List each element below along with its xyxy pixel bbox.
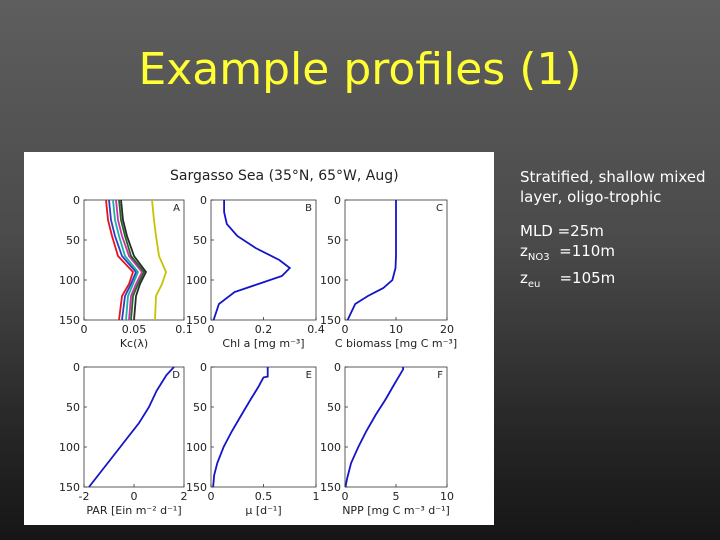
- panel-letter-A: A: [173, 203, 180, 214]
- ytick-label-A-50: 50: [66, 234, 80, 247]
- xtick-label-B-1: 0.2: [255, 323, 273, 336]
- series-line-A-6: [120, 199, 148, 321]
- ytick-label-E-100: 100: [186, 441, 207, 454]
- xtick-label-E-0: 0: [208, 490, 215, 503]
- axes-box-F: [344, 366, 448, 488]
- xtick-label-C-1: 10: [389, 323, 403, 336]
- series-line-B-1: [212, 200, 292, 321]
- xtick-label-C-2: 20: [440, 323, 454, 336]
- ytick-label-D-100: 100: [59, 441, 80, 454]
- slide-title: Example profiles (1): [138, 44, 582, 95]
- xtick-label-C-0: 0: [342, 323, 349, 336]
- panel-letter-F: F: [437, 370, 443, 381]
- series-line-A-1: [105, 199, 135, 321]
- ytick-label-D-0: 0: [73, 361, 80, 374]
- axes-box-D: [83, 366, 185, 488]
- ytick-label-E-150: 150: [186, 481, 207, 494]
- xtick-label-B-0: 0: [208, 323, 215, 336]
- ytick-label-E-50: 50: [193, 401, 207, 414]
- xaxis-label-A: Kc(λ): [120, 337, 148, 350]
- xtick-label-F-2: 10: [440, 490, 454, 503]
- xtick-label-D-1: 0: [131, 490, 138, 503]
- ytick-label-F-0: 0: [334, 361, 341, 374]
- ytick-label-B-150: 150: [186, 314, 207, 327]
- series-line-A-3: [112, 199, 140, 321]
- ytick-label-B-50: 50: [193, 234, 207, 247]
- panel-letter-B: B: [305, 203, 312, 214]
- ytick-label-B-100: 100: [186, 274, 207, 287]
- xaxis-label-F: NPP [mg C m⁻³ d⁻¹]: [342, 504, 450, 517]
- z-eu-line: zeu =105m: [520, 268, 710, 295]
- z-no3-subscript: NO3: [527, 252, 550, 263]
- xaxis-label-E: μ [d⁻¹]: [245, 504, 281, 517]
- ytick-label-D-50: 50: [66, 401, 80, 414]
- panel-letter-D: D: [172, 370, 180, 381]
- panel-D: 0 50 100 150-2 0 2 D PAR [Ein m⁻² d⁻¹]: [59, 361, 188, 517]
- xtick-label-D-0: -2: [79, 490, 90, 503]
- series-line-E-1: [212, 367, 269, 488]
- axes-box-E: [210, 366, 317, 488]
- series-line-A-2: [108, 199, 138, 321]
- xtick-label-E-1: 0.5: [255, 490, 273, 503]
- ytick-label-F-100: 100: [320, 441, 341, 454]
- series-line-C-1: [346, 200, 397, 321]
- ytick-label-A-150: 150: [59, 314, 80, 327]
- xtick-label-A-1: 0.05: [122, 323, 147, 336]
- mld-value: MLD =25m: [520, 222, 604, 240]
- series-line-A-5: [118, 199, 146, 321]
- panel-letter-C: C: [436, 203, 443, 214]
- panel-letter-E: E: [306, 370, 312, 381]
- figure-caption: Sargasso Sea (35°N, 65°W, Aug): [170, 168, 399, 184]
- profiles-figure: Sargasso Sea (35°N, 65°W, Aug) 0 50 100 150…: [24, 152, 494, 525]
- z-eu-value: =105m: [559, 269, 616, 287]
- ytick-label-C-150: 150: [320, 314, 341, 327]
- z-no3-value: =110m: [559, 242, 615, 260]
- ytick-label-F-50: 50: [327, 401, 341, 414]
- ytick-label-E-0: 0: [200, 361, 207, 374]
- ytick-label-F-150: 150: [320, 481, 341, 494]
- xtick-label-D-2: 2: [181, 490, 188, 503]
- profile-description: Stratified, shallow mixed layer, oligo-t…: [520, 168, 706, 206]
- xtick-label-F-1: 5: [393, 490, 400, 503]
- xtick-label-E-2: 1: [313, 490, 320, 503]
- series-line-A-4: [115, 199, 144, 321]
- axes-box-B: [210, 199, 317, 321]
- ytick-label-C-100: 100: [320, 274, 341, 287]
- series-line-A-7: [151, 199, 167, 321]
- notes-panel: Stratified, shallow mixed layer, oligo-t…: [520, 167, 710, 295]
- z-no3-symbol: z: [520, 242, 528, 260]
- profiles-chart: Sargasso Sea (35°N, 65°W, Aug) 050100150…: [59, 168, 457, 517]
- z-no3-line: zNO3 =110m: [520, 241, 710, 268]
- xaxis-label-B: Chl a [mg m⁻³]: [222, 337, 304, 350]
- ytick-label-C-0: 0: [334, 194, 341, 207]
- z-eu-symbol: z: [520, 269, 528, 287]
- ytick-label-C-50: 50: [327, 234, 341, 247]
- xtick-label-A-2: 0.1: [175, 323, 193, 336]
- ytick-label-D-150: 150: [59, 481, 80, 494]
- xaxis-label-C: C biomass [mg C m⁻³]: [335, 337, 457, 350]
- xaxis-label-D: PAR [Ein m⁻² d⁻¹]: [86, 504, 181, 517]
- xtick-label-B-2: 0.4: [307, 323, 325, 336]
- xtick-label-F-0: 0: [342, 490, 349, 503]
- ytick-label-A-100: 100: [59, 274, 80, 287]
- series-line-D-1: [88, 366, 175, 488]
- xtick-label-A-0: 0: [81, 323, 88, 336]
- ytick-label-A-0: 0: [73, 194, 80, 207]
- series-line-F-1: [344, 367, 405, 488]
- z-eu-subscript: eu: [527, 279, 541, 290]
- ytick-label-B-0: 0: [200, 194, 207, 207]
